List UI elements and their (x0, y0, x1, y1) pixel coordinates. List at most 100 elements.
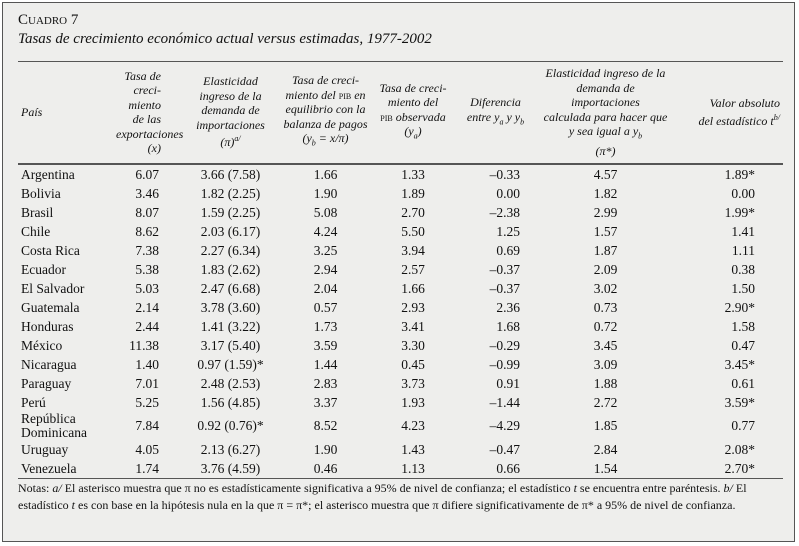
header-line: (x) (116, 141, 161, 156)
value-cell: 1.13 (373, 459, 453, 480)
text-run: y sea igual a y (568, 124, 639, 138)
text-run: a/ (234, 134, 241, 144)
value-cell: 4.57 (593, 166, 618, 182)
value-cell: 1.90 (313, 185, 338, 201)
header-line: (yb = x/π) (281, 131, 370, 151)
value-cell: 1.41 (731, 223, 755, 239)
text-run: entre y (466, 109, 500, 124)
value-cell: 2.93 (401, 299, 425, 315)
country-cell: Ecuador (21, 261, 66, 277)
column-header: Elasticidad ingreso de la demanda de impo… (538, 61, 673, 166)
value-cell: 2.48 (2.53) (200, 375, 261, 391)
value-cell: 1.43 (401, 441, 425, 457)
text-run: importaciones (196, 117, 265, 132)
value-cell: 2.47 (6.68) (200, 280, 261, 296)
value-cell: 5.25 (135, 394, 159, 410)
text-run: Elasticidad (203, 74, 258, 89)
text-run: balanza de pagos (283, 116, 368, 131)
value-cell: 1.85 (593, 418, 618, 434)
value-cell: 0.46 (278, 459, 373, 480)
text-run: miento del (387, 95, 439, 109)
value-cell: 3.30 (401, 337, 425, 353)
value-cell: 1.44 (313, 356, 338, 372)
value-cell: 0.57 (313, 299, 338, 315)
text-run: País (21, 104, 43, 119)
value-cell: 1.87 (593, 242, 618, 258)
text-run: exportaciones (116, 126, 184, 141)
value-cell: 0.91 (496, 375, 520, 391)
text-run: b (311, 138, 316, 148)
value-cell: 6.07 (135, 166, 159, 182)
text-run: es con base en la hipótesis nula en la q… (75, 498, 736, 512)
text-run: Elasticidad ingreso de la (545, 66, 666, 80)
value-cell: 5.08 (313, 204, 338, 220)
value-cell: 0.97 (1.59)* (197, 356, 264, 372)
header-line: miento de las (116, 98, 161, 127)
column-header: Tasa de creci-miento de las exportaciones… (113, 61, 184, 166)
text-run: a (413, 131, 418, 141)
value-cell: 1.93 (401, 394, 425, 410)
country-cell: México (21, 337, 63, 353)
text-run: (π) (220, 135, 235, 150)
value-cell: 2.27 (6.34) (200, 242, 261, 258)
value-cell: 3.59 (313, 337, 338, 353)
value-cell: 7.38 (135, 242, 159, 258)
value-cell: 1.50 (731, 280, 755, 296)
value-cell: 2.70* (673, 459, 783, 480)
value-cell: 2.94 (313, 261, 338, 277)
header-line: balanza de pagos (281, 117, 370, 132)
text-run: b/ (723, 481, 733, 495)
header-line: Tasa de creci- (376, 81, 450, 96)
header-line: importaciones (186, 118, 275, 133)
header-line: (π)a/ (186, 132, 275, 150)
value-cell: 1.90 (313, 441, 338, 457)
value-cell: 1.89 (401, 185, 425, 201)
text-run: ) (417, 124, 422, 138)
header-line: del estadístico tb/ (676, 111, 780, 129)
value-cell: 1.82 (2.25) (200, 185, 261, 201)
header-line: Tasa de creci- (281, 73, 370, 88)
value-cell: –0.99 (489, 356, 520, 372)
value-cell: 3.09 (593, 356, 618, 372)
country-cell: Honduras (21, 318, 74, 334)
table-row: Chile 8.62 2.03 (6.17) 4.24 5.50 1.25 1.57 1.41 (18, 222, 783, 241)
table-row: Venezuela 1.74 3.76 (4.59) 0.46 1.13 0.66 1.54… (18, 459, 783, 480)
header-line: miento del pib en (281, 88, 370, 103)
text-run: del estadístico t (698, 113, 774, 128)
value-cell: 7.01 (135, 375, 159, 391)
value-cell: 1.41 (3.22) (200, 318, 261, 334)
value-cell: 3.45* (724, 356, 755, 372)
value-cell: 1.83 (2.62) (200, 261, 261, 277)
value-cell: 0.00 (731, 185, 755, 201)
header-line: País (21, 105, 110, 120)
value-cell: 2.84 (593, 441, 618, 457)
table-title: Tasas de crecimiento económico actual ve… (18, 31, 432, 47)
header-line: Tasa de creci- (116, 69, 161, 98)
column-header: Tasa de creci-miento del pib observada (ya… (373, 61, 453, 166)
table-row: Argentina 6.07 3.66 (7.58) 1.66 1.33 –0.33 4.5… (18, 164, 783, 184)
country-cell: Guatemala (21, 299, 80, 315)
value-cell: 1.66 (313, 166, 338, 182)
value-cell: 1.40 (135, 356, 159, 372)
column-header: Elasticidad ingreso de la demanda de import… (183, 61, 278, 166)
table-row: Costa Rica 7.38 2.27 (6.34) 3.25 3.94 0.69 1.8… (18, 241, 783, 260)
table-row: Perú 5.25 1.56 (4.85) 3.37 1.93 –1.44 2.72 3.59… (18, 393, 783, 412)
header-line: Elasticidad (186, 74, 275, 89)
text-run: observada (392, 109, 446, 124)
table-label: Cuadro 7 (18, 12, 79, 28)
value-cell: 3.37 (313, 394, 338, 410)
value-cell: 3.17 (5.40) (200, 337, 261, 353)
value-cell: 7.84 (135, 418, 159, 434)
table-row: Nicaragua 1.40 0.97 (1.59)* 1.44 0.45 –0.99 3.… (18, 355, 783, 374)
value-cell: 1.73 (313, 318, 338, 334)
text-run: se encuentra entre paréntesis. (576, 481, 724, 495)
table-row: Ecuador 5.38 1.83 (2.62) 2.94 2.57 –0.37 2.09 0… (18, 260, 783, 279)
text-run: equilibrio con la (285, 102, 366, 117)
value-cell: 2.13 (6.27) (200, 441, 261, 457)
table-row: Uruguay 4.05 2.13 (6.27) 1.90 1.43 –0.47 2.84 2… (18, 440, 783, 459)
text-run: y y (503, 109, 521, 124)
text-run: Diferencia (470, 95, 521, 109)
value-cell: –0.47 (489, 441, 520, 457)
country-cell: Venezuela (18, 459, 113, 480)
value-cell: 1.25 (496, 223, 520, 239)
